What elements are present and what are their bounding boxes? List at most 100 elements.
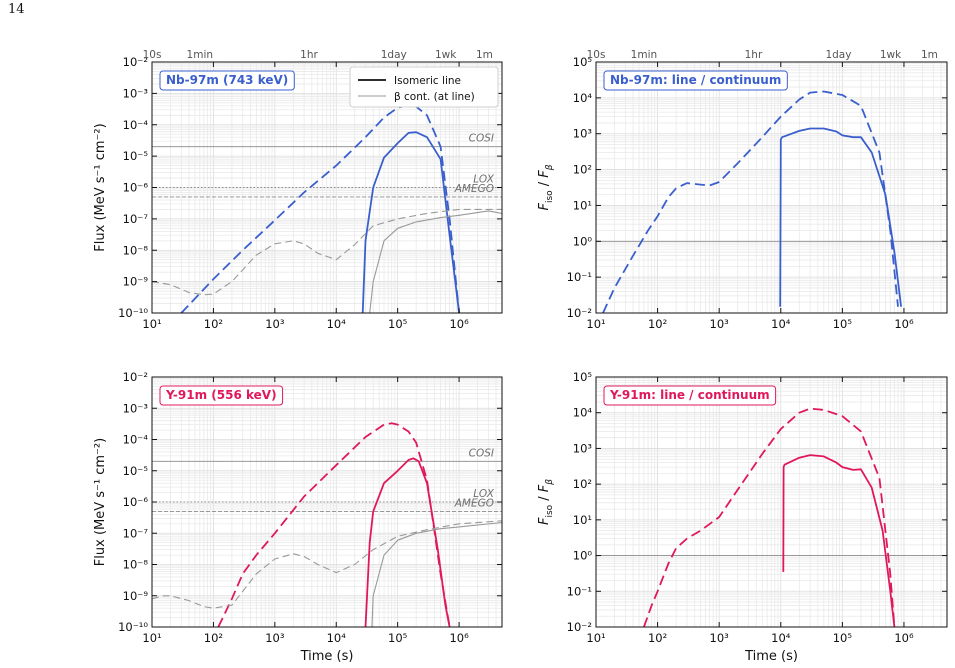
y-tick-label: 10³	[573, 441, 593, 455]
x-tick-label: 10¹	[586, 631, 605, 645]
top-time-label: 10s	[587, 49, 606, 61]
x-tick-label: 10³	[265, 317, 285, 331]
y-tick-label: 10⁵	[573, 370, 593, 384]
panel-title: Y-91m: line / continuum	[609, 388, 770, 402]
y-tick-label: 10⁻⁵	[123, 464, 149, 478]
y-tick-label: 10⁻²	[567, 620, 592, 634]
y-tick-label: 10⁻¹	[567, 584, 592, 598]
y-tick-label: 10⁻⁶	[123, 495, 149, 509]
x-tick-label: 10⁵	[833, 317, 853, 331]
x-tick-label: 10²	[204, 631, 223, 645]
y-tick-label: 10⁻⁶	[123, 181, 149, 195]
series-group	[152, 422, 502, 627]
title-box	[603, 385, 777, 406]
y-tick-label: 10¹	[573, 513, 592, 527]
y-tick-label: 10⁵	[573, 55, 593, 69]
top-time-label: 1hr	[745, 49, 763, 61]
title-badge: Y-91m (556 keV)	[159, 385, 284, 406]
x-tick-label: 10³	[265, 631, 285, 645]
y-tick-label: 10⁻²	[567, 306, 592, 320]
top-time-label: 1day	[381, 49, 407, 61]
amego-label: AMEGO	[454, 183, 494, 195]
x-tick-label: 10⁶	[894, 317, 914, 331]
x-tick-label: 10³	[710, 631, 730, 645]
series-group	[602, 90, 902, 313]
x-tick-label: 10²	[204, 317, 223, 331]
y-tick-label: 10⁻⁴	[123, 433, 149, 447]
cosi-label: COSI	[469, 133, 494, 145]
y-tick-label: 10⁻⁸	[123, 243, 149, 257]
series-group	[643, 407, 896, 627]
y-tick-label: 10⁻⁷	[123, 526, 149, 540]
top-time-label: 1min	[187, 49, 213, 61]
grid	[595, 376, 948, 628]
y-axis-label: Fiso / Fβ	[537, 164, 555, 210]
grid	[151, 376, 503, 628]
isomeric-solid-series	[782, 454, 896, 627]
y-tick-label: 10⁴	[573, 91, 593, 105]
legend-cont-label: β cont. (at line)	[394, 91, 475, 103]
lox-label: LOX	[473, 174, 495, 186]
top-time-label: 1hr	[300, 49, 318, 61]
y-tick-label: 10¹	[573, 198, 592, 212]
axes-frame	[595, 376, 948, 628]
x-tick-label: 10⁵	[833, 631, 853, 645]
x-tick-label: 10⁴	[327, 317, 347, 331]
x-axis-label: Time (s)	[744, 649, 798, 664]
chart-panel-4: 10¹ 10² 10³ 10⁴ 10⁵ 10⁶ 10⁻² 10⁻¹ 10⁰ 10¹ 10² 10³ 10…	[537, 370, 948, 664]
x-tick-label: 10⁶	[449, 317, 469, 331]
y-tick-label: 10⁻⁹	[123, 589, 149, 603]
top-time-label: 1wk	[880, 49, 902, 61]
panel-title: Y-91m (556 keV)	[165, 388, 277, 402]
isomeric-dashed-series	[643, 407, 896, 627]
legend: Isomeric line β cont. (at line)	[349, 66, 499, 108]
x-tick-label: 10⁴	[327, 631, 347, 645]
title-badge: Y-91m: line / continuum	[603, 385, 777, 406]
y-tick-label: 10⁻³	[123, 401, 149, 415]
x-tick-label: 10¹	[142, 631, 161, 645]
y-tick-label: 10⁻¹	[567, 270, 592, 284]
x-tick-label: 10⁴	[771, 317, 791, 331]
x-tick-label: 10²	[648, 317, 667, 331]
y-axis-label: Flux (MeV s⁻¹ cm⁻²)	[93, 123, 108, 251]
series-group	[152, 104, 502, 313]
legend-box	[349, 66, 499, 108]
x-tick-label: 10²	[648, 631, 667, 645]
continuum-solid-series	[369, 210, 502, 313]
chart-panel-2: 10¹ 10² 10³ 10⁴ 10⁵ 10⁶ 10⁻² 10⁻¹ 10⁰ 10¹ 10² 10³ 10…	[537, 49, 948, 331]
continuum-dashed-series	[152, 520, 502, 609]
y-tick-label: 10⁻²	[123, 55, 148, 69]
cosi-label: COSI	[469, 447, 494, 459]
isomeric-solid-series	[364, 457, 451, 627]
title-badge: Nb-97m (743 keV)	[159, 70, 295, 91]
isomeric-solid-series	[361, 131, 460, 313]
continuum-dashed-series	[152, 208, 502, 296]
panel-title: Nb-97m (743 keV)	[166, 73, 288, 87]
y-tick-label: 10⁻⁹	[123, 275, 149, 289]
top-time-label: 1min	[631, 49, 657, 61]
y-tick-label: 10⁻⁷	[123, 212, 149, 226]
x-tick-label: 10¹	[586, 317, 605, 331]
y-tick-label: 10⁰	[573, 234, 593, 248]
isomeric-solid-series	[779, 127, 902, 307]
y-tick-label: 10⁴	[573, 406, 593, 420]
isomeric-dashed-series	[602, 90, 899, 313]
isomeric-dashed-series	[180, 104, 460, 313]
panel-title: Nb-97m: line / continuum	[610, 73, 781, 87]
y-tick-label: 10³	[573, 127, 593, 141]
top-time-label: 1day	[825, 49, 851, 61]
x-tick-label: 10⁵	[388, 317, 408, 331]
y-tick-label: 10⁻¹⁰	[118, 306, 148, 320]
top-time-label: 1wk	[435, 49, 457, 61]
top-time-label: 10s	[143, 49, 162, 61]
continuum-solid-series	[371, 521, 502, 627]
y-tick-label: 10⁻⁸	[123, 558, 149, 572]
y-tick-label: 10⁻⁵	[123, 149, 149, 163]
title-badge: Nb-97m: line / continuum	[603, 70, 788, 91]
y-axis-label: Flux (MeV s⁻¹ cm⁻²)	[93, 438, 108, 566]
y-tick-label: 10⁻¹⁰	[118, 620, 148, 634]
x-tick-label: 10⁴	[771, 631, 791, 645]
